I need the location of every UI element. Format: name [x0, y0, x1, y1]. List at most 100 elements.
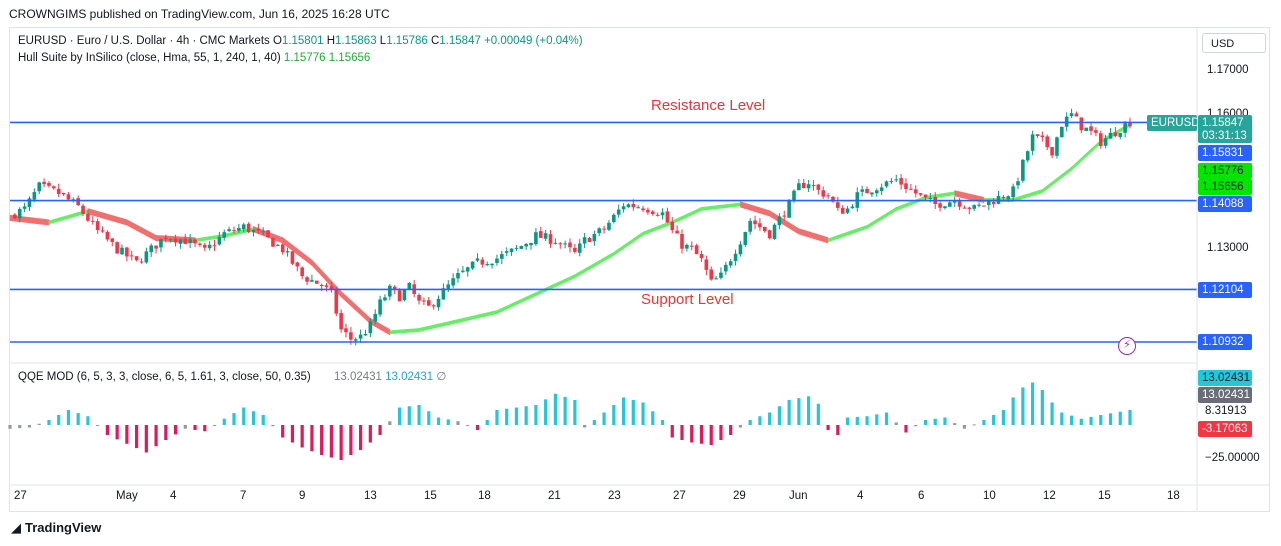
lightning-icon[interactable]: ⚡	[1118, 337, 1136, 355]
candle-body	[1030, 134, 1035, 151]
qqe-bar	[154, 425, 158, 447]
qqe-bar	[621, 397, 626, 425]
qqe-tag-2: 13.02431	[1198, 387, 1252, 403]
hull-segment	[1032, 190, 1038, 196]
qqe-indicator-name: QQE MOD (6, 5, 3, 3, close, 6, 5, 1.61, …	[18, 371, 311, 383]
hull-segment	[818, 234, 824, 242]
candle-body	[22, 206, 27, 209]
hull-segment	[793, 225, 800, 235]
hull-segment	[321, 269, 327, 282]
hull-segment	[623, 241, 629, 250]
hull-segment	[701, 206, 707, 211]
hull-segment	[847, 229, 853, 236]
candle-body	[446, 284, 451, 289]
qqe-legend[interactable]: QQE MOD (6, 5, 3, 3, close, 6, 5, 1.61, …	[18, 369, 446, 383]
hull-segment	[886, 209, 892, 218]
hull-segment	[740, 201, 746, 210]
hull-segment	[126, 219, 133, 229]
candle-body	[1045, 136, 1050, 148]
hull-segment	[1022, 193, 1029, 199]
hull-segment	[92, 209, 98, 218]
candle-body	[353, 339, 358, 341]
candle-body	[728, 261, 733, 266]
candle-body	[1035, 134, 1040, 137]
candle-body	[534, 232, 538, 245]
hull-segment	[482, 312, 488, 318]
qqe-bar	[612, 405, 616, 425]
qqe-bar	[8, 425, 12, 429]
qqe-bar	[1031, 382, 1035, 425]
candle-body	[884, 181, 889, 187]
candle-body	[811, 185, 816, 187]
hull-segment	[949, 191, 955, 196]
candle-body	[577, 243, 582, 253]
qqe-bar	[875, 414, 879, 425]
candle-body	[792, 190, 796, 201]
qqe-bar	[222, 418, 226, 425]
hull-segment	[939, 192, 946, 198]
candle-body	[719, 272, 723, 278]
qqe-tag-3: -3.17063	[1198, 421, 1252, 437]
candle-body	[378, 299, 382, 315]
candle-body	[1001, 196, 1006, 199]
hull-segment	[102, 212, 108, 220]
candle-body	[1050, 147, 1054, 156]
hull-segment	[525, 294, 532, 301]
hull-segment	[589, 262, 595, 270]
qqe-bar	[631, 400, 635, 425]
time-axis-label: 4	[857, 490, 864, 502]
hull-segment	[58, 216, 64, 222]
symbol-legend[interactable]: EURUSD · Euro / U.S. Dollar · 4h · CMC M…	[18, 35, 583, 47]
candle-body	[266, 230, 270, 238]
hull-segment	[691, 209, 697, 216]
qqe-bar	[534, 405, 538, 425]
candle-body	[1108, 132, 1113, 139]
qqe-bar	[797, 398, 801, 425]
hull-price-tag-1: 1.15776	[1198, 163, 1252, 179]
candle-body	[212, 245, 217, 247]
hull-segment	[657, 224, 663, 231]
qqe-bar	[339, 425, 343, 460]
candle-body	[845, 208, 850, 213]
hull-segment	[861, 224, 868, 231]
candle-body	[665, 211, 670, 223]
hull-segment	[48, 219, 55, 225]
qqe-bar	[290, 425, 295, 443]
hull-segment	[871, 218, 878, 227]
hull-segment	[384, 326, 391, 336]
candle-body	[1098, 133, 1103, 146]
qqe-bar	[904, 425, 908, 433]
hull-segment	[121, 217, 128, 226]
candle-body	[125, 247, 129, 257]
candle-body	[290, 251, 295, 264]
publisher-line: CROWNGIMS published on TradingView.com, …	[9, 7, 390, 21]
hull-segment	[467, 315, 473, 321]
hull-segment	[598, 257, 605, 265]
qqe-tag-1: 13.02431	[1198, 370, 1252, 386]
hull-segment	[477, 313, 483, 319]
candle-body	[762, 226, 767, 232]
candle-body	[168, 239, 173, 241]
currency-selector[interactable]: USD	[1202, 33, 1266, 53]
candle-body	[826, 195, 830, 197]
candle-body	[66, 194, 71, 200]
candle-body	[597, 228, 602, 234]
support-label: Support Level	[641, 291, 734, 308]
candle-body	[938, 203, 942, 208]
candle-body	[86, 213, 90, 221]
candle-body	[879, 187, 884, 191]
qqe-bar	[212, 425, 217, 426]
hull-segment	[1056, 173, 1063, 182]
candle-body	[874, 190, 879, 194]
candle-body	[553, 242, 558, 244]
candle-body	[207, 244, 212, 249]
tradingview-logo[interactable]: ◢ TradingView	[11, 520, 102, 535]
candle-body	[582, 237, 587, 244]
hull-segment	[443, 321, 449, 327]
hull-legend[interactable]: Hull Suite by InSilico (close, Hma, 55, …	[18, 52, 370, 64]
qqe-bar	[865, 416, 869, 425]
hull-segment	[409, 328, 415, 333]
qqe-bar	[417, 405, 421, 425]
qqe-bar	[1060, 412, 1064, 425]
